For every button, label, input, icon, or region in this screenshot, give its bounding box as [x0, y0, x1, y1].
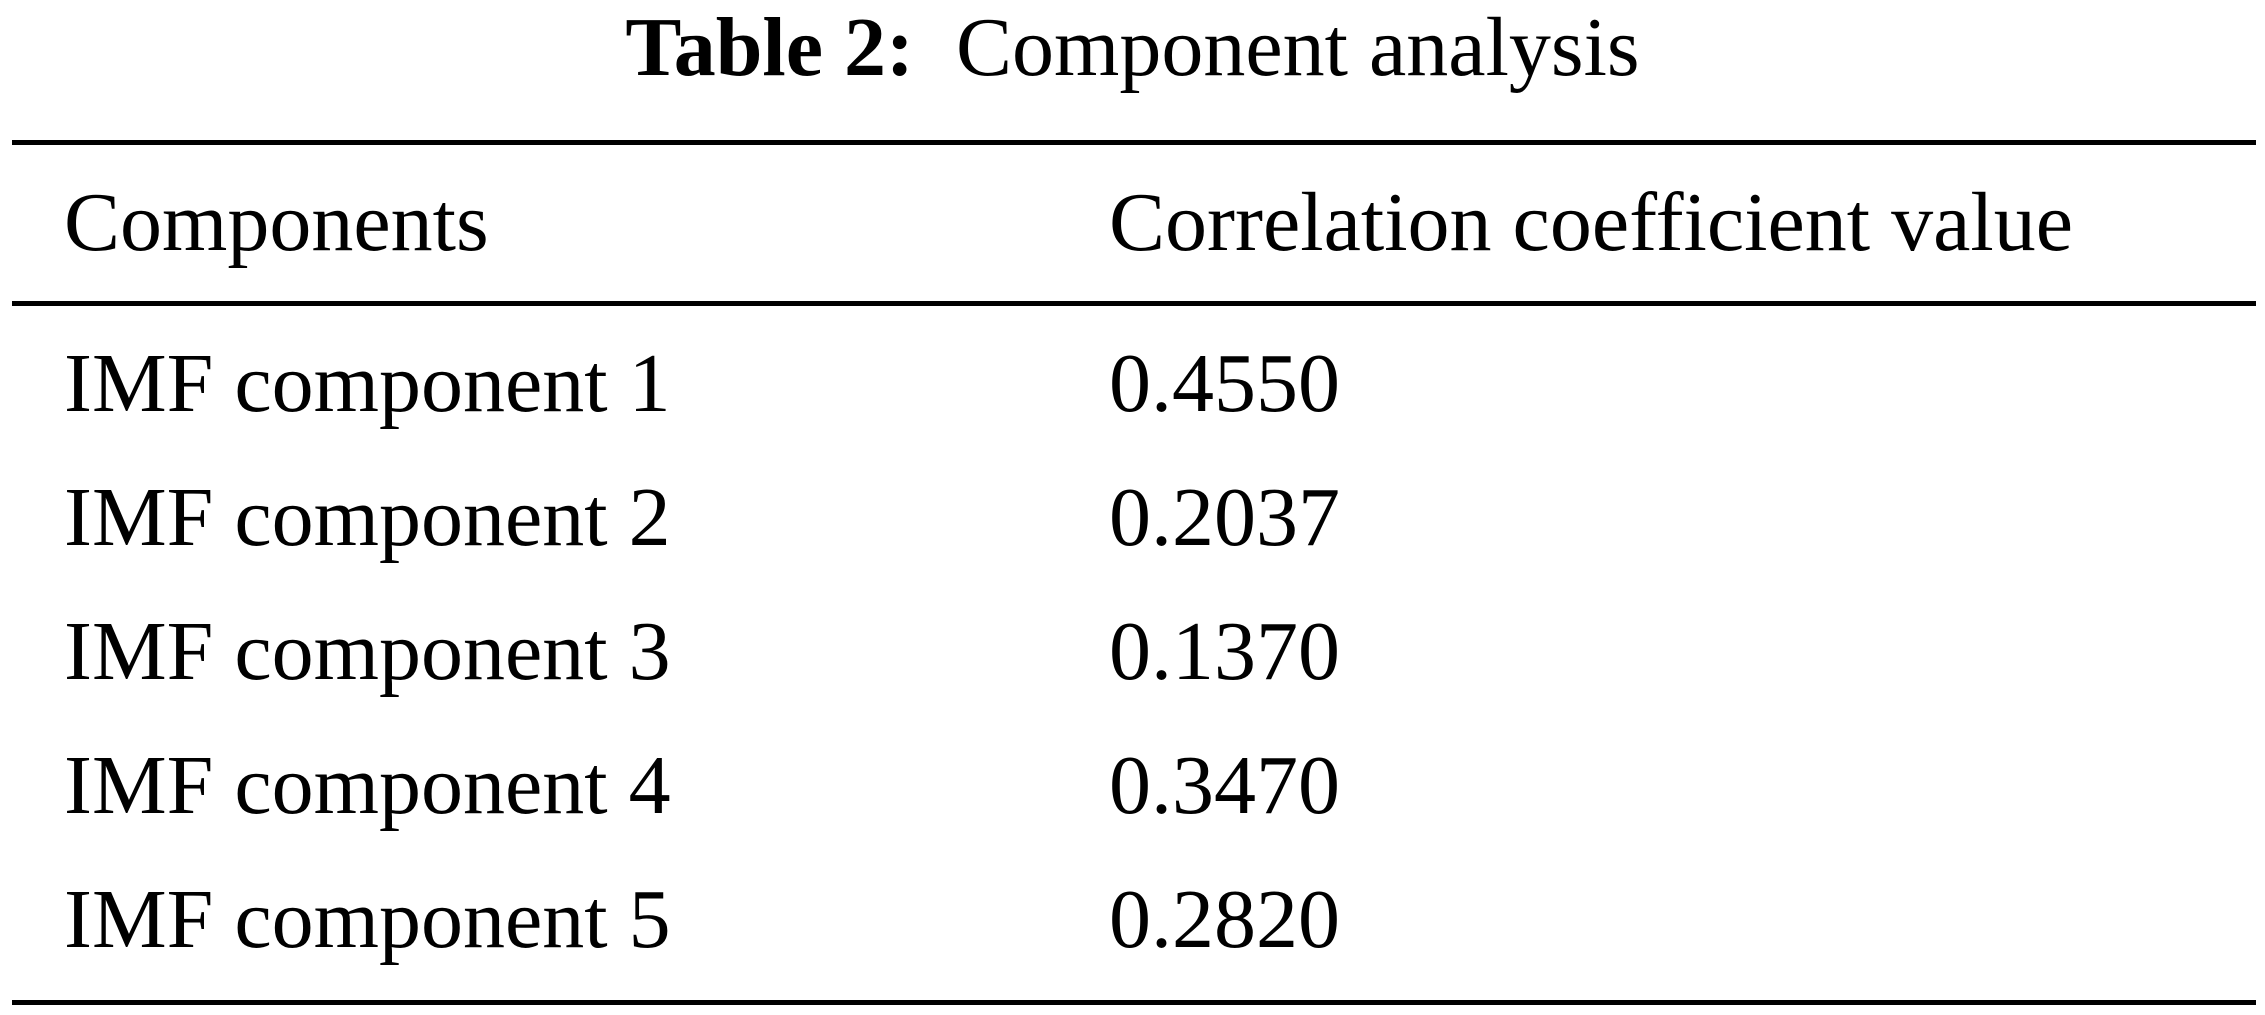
table-bottom-rule	[12, 1000, 2256, 1005]
table-cell-value: 0.3470	[1109, 739, 1340, 832]
table-top-rule	[12, 140, 2256, 145]
table-cell-value: 0.1370	[1109, 605, 1340, 698]
table-header-rule	[12, 301, 2256, 306]
table-cell-component: IMF component 4	[64, 739, 671, 832]
table-caption-label: Table 2:	[625, 1, 915, 94]
table-cell-value: 0.2037	[1109, 471, 1340, 564]
table-cell-component: IMF component 3	[64, 605, 671, 698]
table-caption-title: Component analysis	[956, 1, 1640, 94]
table-cell-component: IMF component 5	[64, 873, 671, 966]
table-cell-value: 0.4550	[1109, 337, 1340, 430]
column-header-components: Components	[64, 176, 489, 269]
table-cell-component: IMF component 1	[64, 337, 671, 430]
table-cell-value: 0.2820	[1109, 873, 1340, 966]
table-cell-component: IMF component 2	[64, 471, 671, 564]
table-caption: Table 2: Component analysis	[0, 0, 2265, 100]
column-header-correlation: Correlation coefficient value	[1109, 176, 2074, 269]
